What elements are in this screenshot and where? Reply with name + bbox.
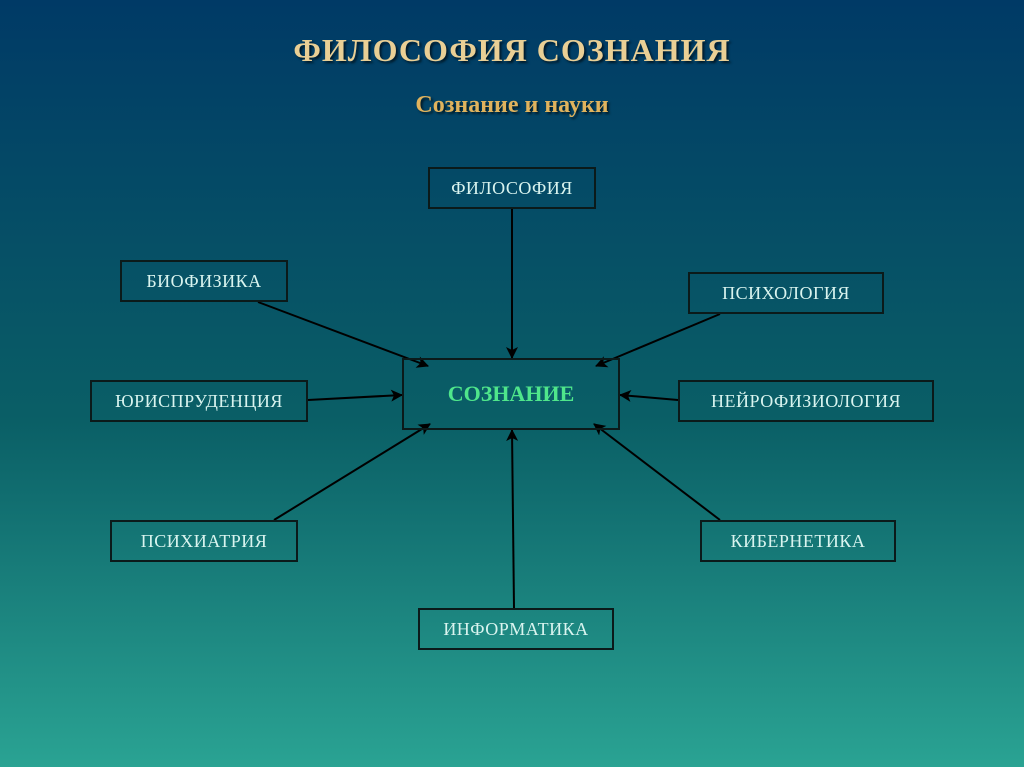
edge-jurisprudence bbox=[308, 395, 402, 400]
node-biophysics: БИОФИЗИКА bbox=[120, 260, 288, 302]
edge-psychiatry bbox=[274, 424, 430, 520]
node-label: ПСИХОЛОГИЯ bbox=[722, 283, 850, 304]
node-label: КИБЕРНЕТИКА bbox=[731, 531, 866, 552]
slide-title: ФИЛОСОФИЯ СОЗНАНИЯ bbox=[0, 32, 1024, 69]
node-neurophysiology: НЕЙРОФИЗИОЛОГИЯ bbox=[678, 380, 934, 422]
node-informatics: ИНФОРМАТИКА bbox=[418, 608, 614, 650]
node-jurisprudence: ЮРИСПРУДЕНЦИЯ bbox=[90, 380, 308, 422]
node-label: ЮРИСПРУДЕНЦИЯ bbox=[115, 391, 283, 412]
node-cybernetics: КИБЕРНЕТИКА bbox=[700, 520, 896, 562]
node-label: НЕЙРОФИЗИОЛОГИЯ bbox=[711, 391, 901, 412]
node-psychiatry: ПСИХИАТРИЯ bbox=[110, 520, 298, 562]
node-philosophy: ФИЛОСОФИЯ bbox=[428, 167, 596, 209]
node-label: ПСИХИАТРИЯ bbox=[141, 531, 267, 552]
node-label: ФИЛОСОФИЯ bbox=[451, 178, 573, 199]
center-node-label: СОЗНАНИЕ bbox=[448, 381, 575, 407]
slide-subtitle: Сознание и науки bbox=[0, 92, 1024, 119]
edge-informatics bbox=[512, 430, 514, 608]
node-label: БИОФИЗИКА bbox=[146, 271, 261, 292]
slide-root: ФИЛОСОФИЯ СОЗНАНИЯ Сознание и науки СОЗН… bbox=[0, 0, 1024, 767]
edge-biophysics bbox=[258, 302, 428, 366]
edge-neurophysiology bbox=[620, 395, 678, 400]
node-label: ИНФОРМАТИКА bbox=[443, 619, 588, 640]
edge-cybernetics bbox=[594, 424, 720, 520]
center-node-consciousness: СОЗНАНИЕ bbox=[402, 358, 620, 430]
node-psychology: ПСИХОЛОГИЯ bbox=[688, 272, 884, 314]
